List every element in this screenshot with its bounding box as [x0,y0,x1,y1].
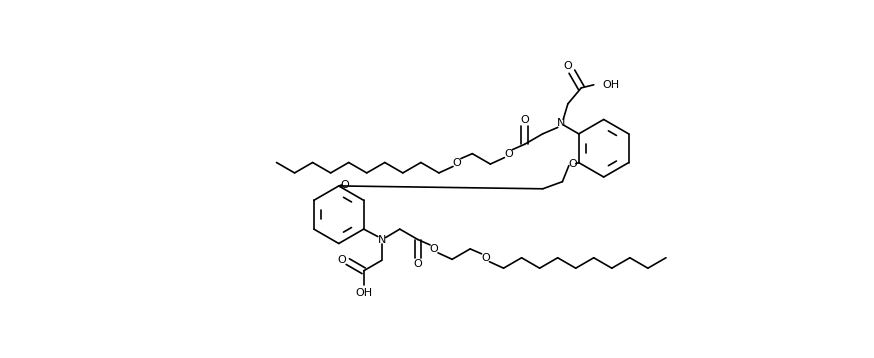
Text: O: O [504,149,513,159]
Text: O: O [337,255,346,265]
Text: N: N [557,118,565,129]
Text: O: O [430,244,439,254]
Text: OH: OH [603,80,620,90]
Text: O: O [340,180,349,190]
Text: O: O [481,253,489,263]
Text: OH: OH [355,289,372,299]
Text: O: O [413,259,422,269]
Text: O: O [564,61,572,71]
Text: O: O [520,115,529,125]
Text: N: N [378,234,386,245]
Text: O: O [568,159,577,169]
Text: O: O [453,158,461,168]
